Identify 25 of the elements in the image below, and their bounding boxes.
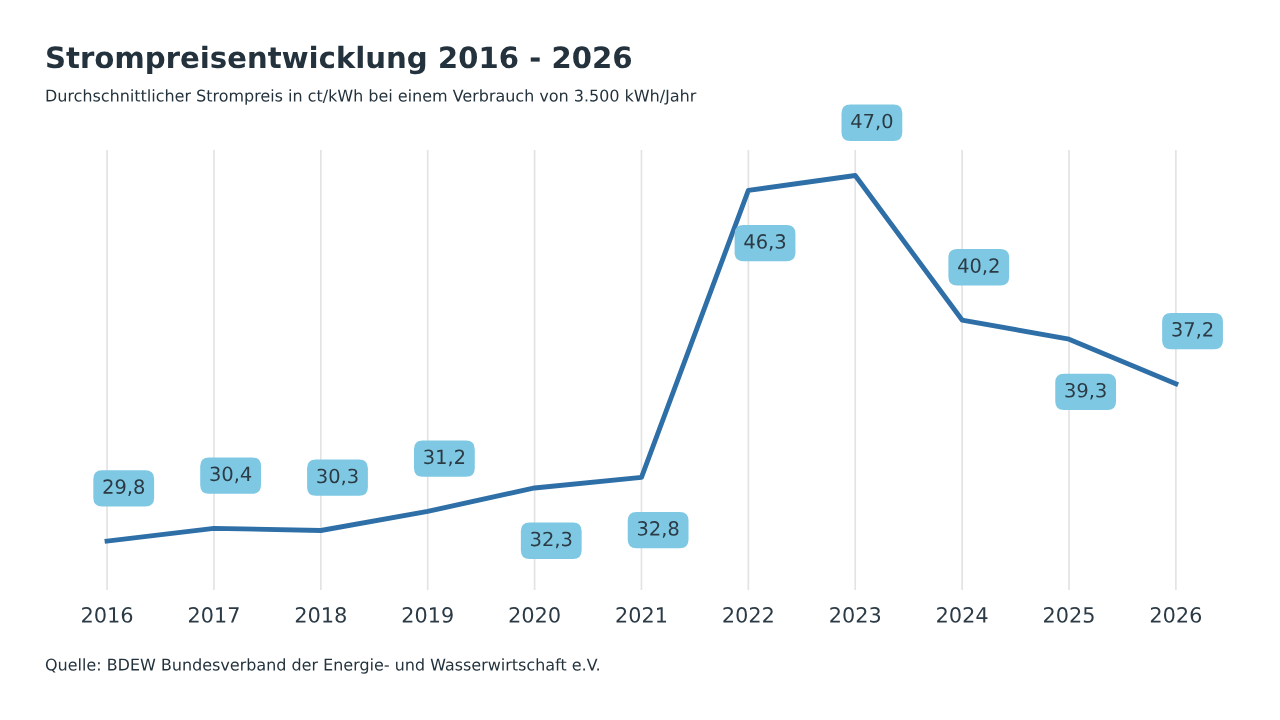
x-tick-label: 2026	[1150, 607, 1202, 623]
chart-title: Strompreisentwicklung 2016 - 2026	[47, 45, 632, 75]
x-tick-label: 2023	[830, 607, 881, 623]
x-tick-label: 2018	[295, 607, 346, 623]
data-label: 30,4	[210, 466, 252, 484]
x-tick-label: 2020	[509, 607, 560, 623]
x-tick-label: 2019	[402, 607, 453, 623]
data-label: 47,0	[851, 113, 893, 131]
x-tick-label: 2016	[82, 607, 133, 623]
x-tick-label: 2017	[188, 607, 239, 623]
x-tick-label: 2022	[723, 607, 773, 623]
data-label: 32,3	[531, 531, 572, 549]
x-tick-label: 2024	[937, 607, 988, 623]
data-label: 40,2	[958, 258, 999, 275]
data-label: 39,3	[1065, 382, 1106, 400]
chart-subtitle: Durchschnittlicher Strompreis in ct/kWh bei einem Verbrauch von 3.500 kWh/Jahr	[46, 89, 697, 105]
data-label: 32,8	[637, 521, 679, 538]
data-label: 31,2	[424, 449, 465, 467]
data-label: 29,8	[103, 479, 145, 496]
source-note: Quelle: BDEW Bundesverband der Energie- und Wasserwirtschaft e.V.	[45, 658, 599, 674]
data-label: 30,3	[317, 468, 358, 486]
data-label: 37,2	[1172, 321, 1213, 339]
data-label: 46,3	[744, 234, 786, 251]
x-tick-label: 2025	[1044, 607, 1094, 623]
x-tick-label: 2021	[616, 607, 667, 623]
